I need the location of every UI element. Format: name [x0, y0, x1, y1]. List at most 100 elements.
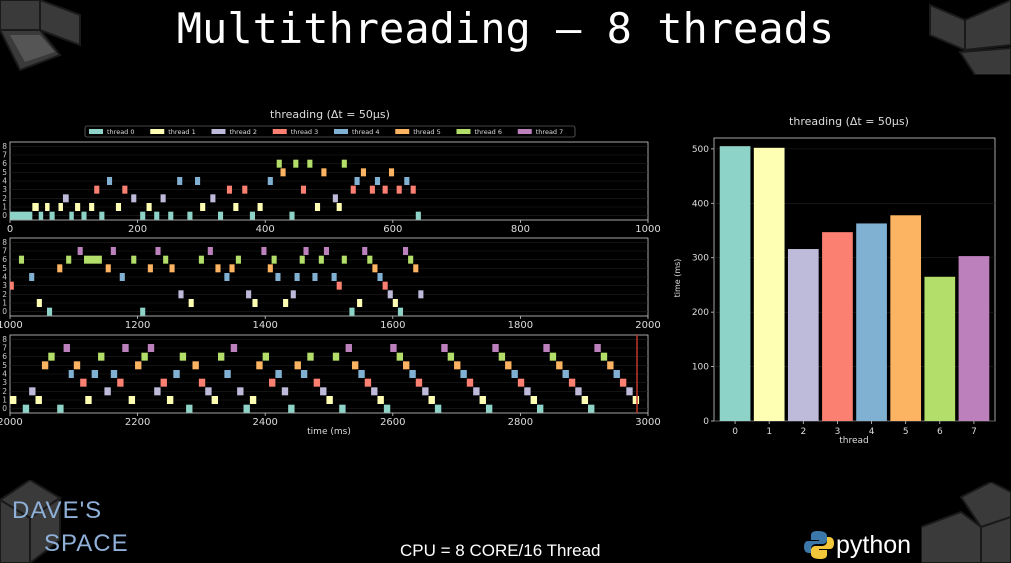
thread-segment — [382, 185, 388, 194]
thread-segment — [29, 273, 35, 281]
thread-segment — [403, 247, 409, 255]
thread-segment — [41, 361, 49, 370]
thread-segment — [294, 273, 300, 281]
thread-segment — [215, 264, 221, 273]
thread-segment — [131, 194, 137, 203]
x-tick-label: 1000 — [0, 320, 23, 331]
thread-segment — [441, 344, 448, 352]
thread-segment — [10, 396, 17, 404]
thread-segment — [186, 404, 193, 413]
legend-swatch — [334, 129, 348, 134]
y-tick-label: 7 — [2, 344, 7, 353]
x-tick-label: 3000 — [635, 417, 660, 428]
thread-segment — [447, 352, 455, 361]
thread-segment — [341, 255, 347, 264]
legend-label: thread 6 — [475, 128, 503, 136]
thread-segment — [396, 352, 404, 361]
thread-segment — [300, 370, 308, 378]
daves-space-logo-line1: DAVE'S — [12, 497, 103, 524]
y-tick-label: 4 — [2, 177, 7, 186]
thread-segment — [200, 203, 206, 211]
thread-segment — [382, 281, 388, 290]
thread-segment — [377, 396, 384, 404]
legend-label: thread 7 — [536, 128, 564, 136]
thread-segment — [68, 370, 74, 378]
thread-segment — [163, 255, 169, 264]
thread-segment — [84, 255, 102, 264]
thread-segment — [524, 387, 531, 396]
x-tick-label: 6 — [937, 427, 943, 437]
thread-segment — [45, 203, 50, 211]
thread-segment — [307, 352, 314, 361]
thread-segment — [549, 352, 557, 361]
thread-segment — [249, 211, 255, 220]
thread-segment — [530, 396, 537, 404]
thread-segment — [568, 378, 576, 387]
thread-segment — [173, 370, 180, 378]
thread-segment — [321, 168, 327, 177]
thread-segment — [517, 378, 525, 387]
thread-segment — [289, 211, 295, 220]
y-tick-label: 300 — [692, 254, 709, 264]
x-tick-label: 1 — [766, 427, 772, 437]
x-tick-label: 2 — [800, 427, 806, 437]
thread-segment — [233, 203, 239, 211]
thread-segment — [195, 177, 201, 185]
python-logo-icon — [804, 531, 834, 559]
y-tick-label: 0 — [2, 404, 7, 413]
thread-segment — [562, 370, 569, 378]
thread-segment — [594, 344, 601, 352]
thread-segment — [262, 352, 270, 361]
thread-segment — [36, 299, 42, 307]
y-tick-label: 7 — [2, 247, 7, 256]
thread-segment — [267, 264, 273, 273]
thread-segment — [235, 255, 241, 264]
thread-segment — [383, 404, 391, 413]
thread-segment — [339, 404, 346, 413]
thread-segment — [280, 168, 286, 177]
bar — [924, 276, 956, 421]
thread-segment — [32, 203, 39, 211]
x-tick-label: 2600 — [380, 417, 405, 428]
thread-segment — [318, 255, 324, 264]
thread-segment — [110, 370, 118, 378]
thread-segment — [276, 159, 282, 168]
y-tick-label: 8 — [2, 238, 7, 247]
y-tick-label: 0 — [703, 417, 709, 427]
thread-segment — [38, 211, 44, 220]
thread-segment — [110, 247, 116, 255]
legend-label: thread 3 — [291, 128, 319, 136]
thread-segment — [35, 396, 42, 404]
x-tick-label: 2000 — [635, 320, 660, 331]
thread-segment — [288, 404, 295, 413]
thread-segment — [392, 299, 398, 307]
thread-segment — [293, 159, 299, 168]
thread-segment — [198, 378, 206, 387]
legend-box — [84, 125, 576, 138]
thread-segment — [294, 361, 301, 370]
thread-segment — [187, 211, 193, 220]
legend-label: thread 1 — [168, 128, 196, 136]
thread-segment — [588, 404, 595, 413]
y-tick-label: 1 — [2, 203, 7, 212]
thread-segment — [434, 404, 442, 413]
thread-segment — [409, 370, 416, 378]
thread-segment — [536, 404, 544, 413]
thread-segment — [428, 396, 435, 404]
y-tick-label: 6 — [2, 352, 7, 361]
thread-segment — [397, 307, 404, 316]
y-tick-label: 8 — [2, 142, 7, 151]
thread-segment — [358, 370, 365, 378]
y-tick-label: 200 — [692, 308, 709, 318]
thread-segment — [106, 177, 113, 185]
thread-segment — [326, 396, 333, 404]
thread-segment — [600, 352, 608, 361]
thread-segment — [418, 290, 424, 299]
y-tick-label: 5 — [2, 361, 7, 370]
thread-segment — [349, 307, 355, 316]
thread-segment — [422, 387, 429, 396]
thread-segment — [58, 203, 63, 211]
thread-segment — [377, 273, 383, 281]
